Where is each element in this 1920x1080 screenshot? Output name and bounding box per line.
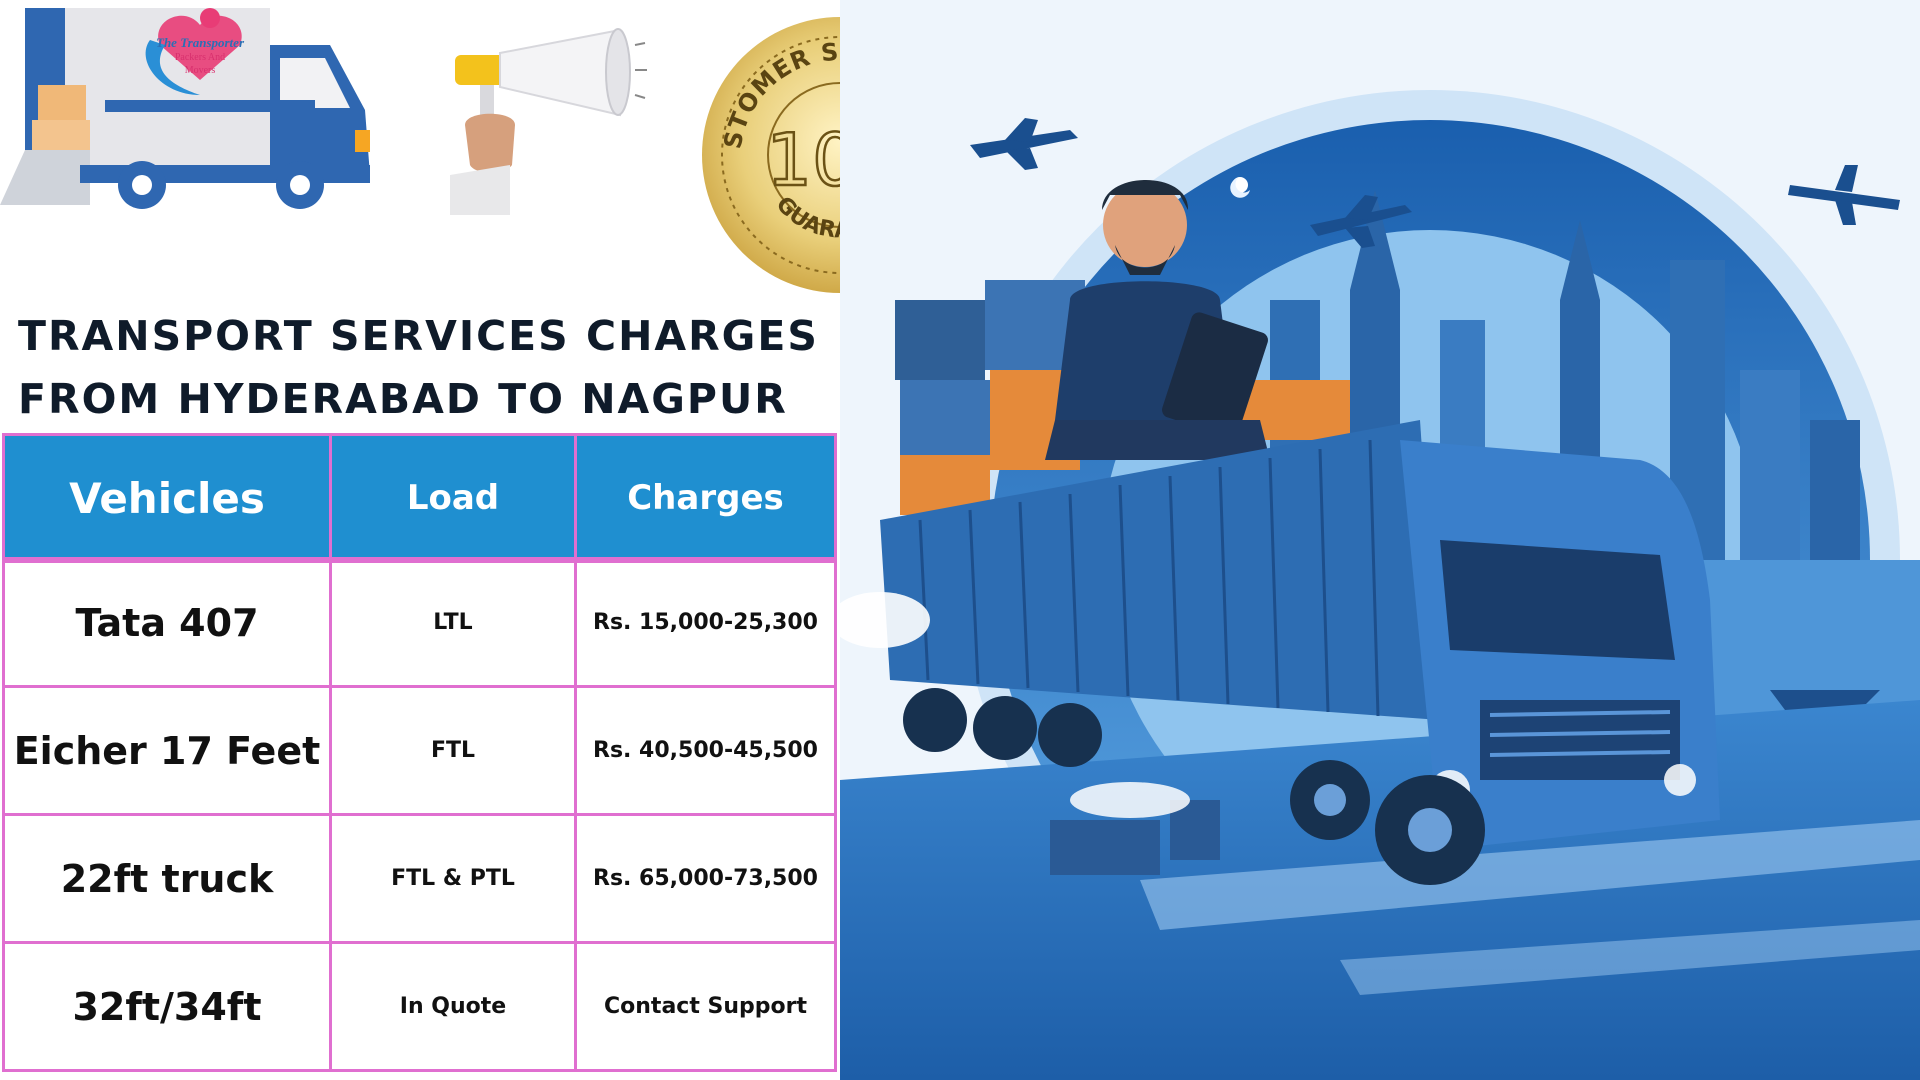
load-cell: FTL & PTL [329, 813, 577, 944]
table-row: 22ft truck FTL & PTL Rs. 65,000-73,500 [2, 813, 840, 947]
header-charges: Charges [574, 433, 837, 563]
header-load: Load [329, 433, 577, 563]
logo-line3: Movers [185, 65, 216, 76]
title-line-1: TRANSPORT SERVICES CHARGES [18, 312, 819, 360]
title-line-2: FROM HYDERABAD TO NAGPUR [18, 375, 788, 423]
load-cell: LTL [329, 557, 577, 688]
table-row: 32ft/34ft In Quote Contact Support [2, 941, 840, 1075]
header-vehicles: Vehicles [2, 433, 332, 563]
charges-cell: Rs. 40,500-45,500 [574, 685, 837, 816]
charges-cell: Rs. 65,000-73,500 [574, 813, 837, 944]
table-row: Eicher 17 Feet FTL Rs. 40,500-45,500 [2, 685, 840, 819]
charges-cell: Contact Support [574, 941, 837, 1072]
page-title: TRANSPORT SERVICES CHARGES FROM HYDERABA… [18, 305, 838, 431]
table-header-row: Vehicles Load Charges [2, 433, 840, 563]
charges-cell: Rs. 15,000-25,300 [574, 557, 837, 688]
vehicle-cell: Eicher 17 Feet [2, 685, 332, 816]
truck-illustration-icon [840, 0, 1920, 1080]
logo-line1: The Transporter [156, 35, 245, 50]
logo-line2: Packers And [175, 52, 225, 63]
truck-illustration [840, 0, 1920, 1080]
load-cell: In Quote [329, 941, 577, 1072]
vehicle-cell: 32ft/34ft [2, 941, 332, 1072]
load-cell: FTL [329, 685, 577, 816]
table-row: Tata 407 LTL Rs. 15,000-25,300 [2, 557, 840, 691]
megaphone-icon [450, 28, 647, 215]
vehicle-cell: Tata 407 [2, 557, 332, 688]
vehicle-cell: 22ft truck [2, 813, 332, 944]
pricing-table: Vehicles Load Charges Tata 407 LTL Rs. 1… [2, 433, 840, 1078]
moving-truck-logo-icon: The Transporter Packers And Movers [0, 0, 380, 215]
